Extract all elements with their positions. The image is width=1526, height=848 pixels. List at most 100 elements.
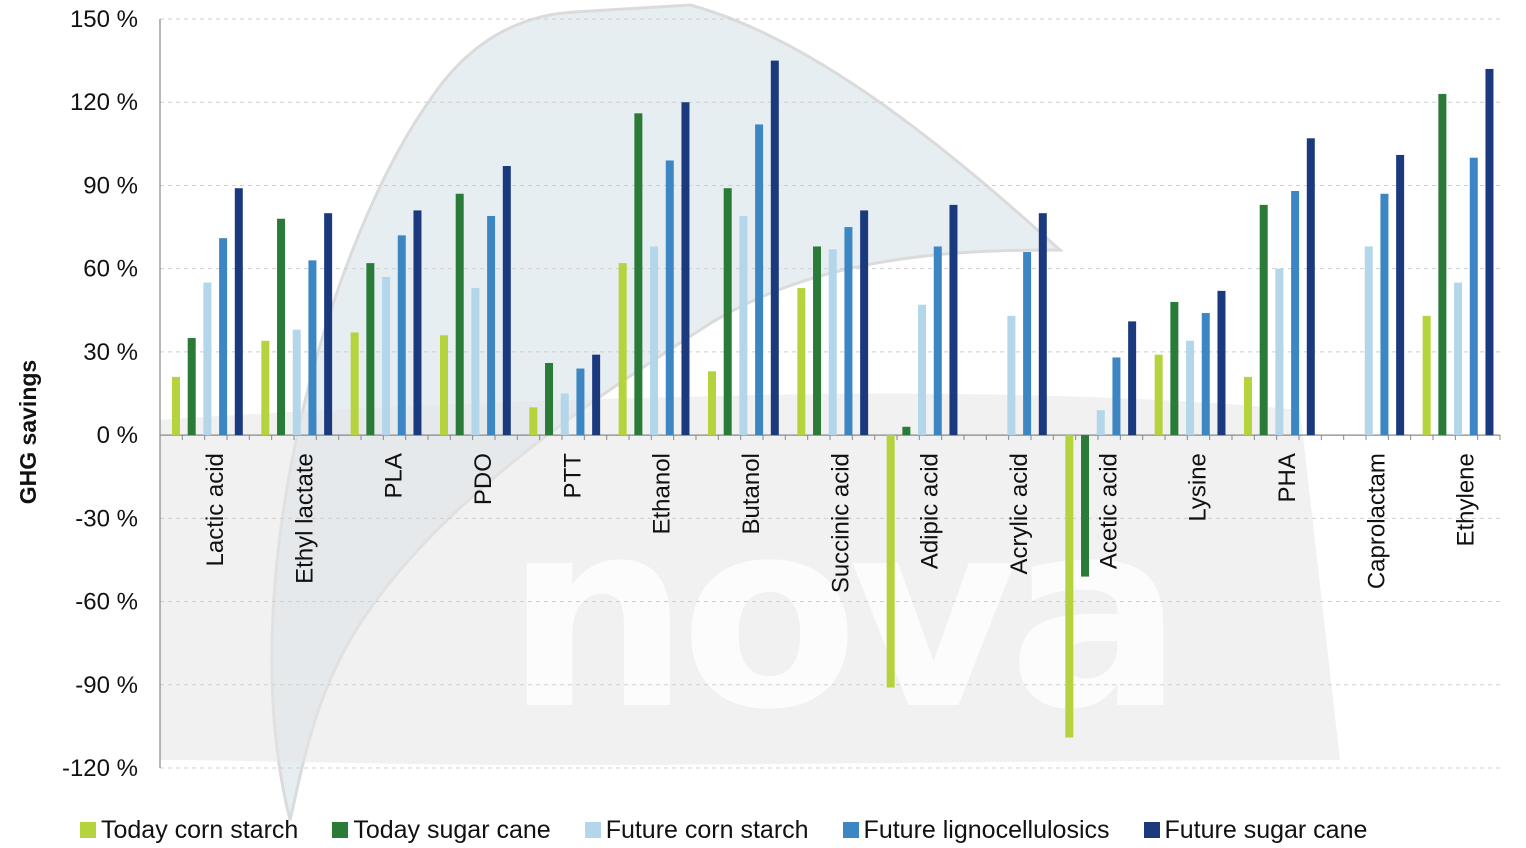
bar [592,354,601,436]
category-label: Acrylic acid [1006,453,1033,574]
y-tick-label: -90 % [75,672,138,699]
bar [1154,354,1163,436]
category-label: Ethyl lactate [291,453,318,584]
bar [618,263,627,436]
legend-item: Future lignocellulosics [842,815,1110,845]
y-axis-title: GHG savings [15,360,41,504]
bar [902,426,911,436]
category-label: Acetic acid [1095,453,1122,569]
bar [739,215,748,436]
bar [1244,376,1252,436]
category-label: PLA [381,453,408,498]
bar [650,246,659,436]
bar [471,288,480,436]
bar [828,249,837,436]
bar [560,393,569,436]
category-label: Lactic acid [202,453,229,566]
bar [708,371,716,436]
y-tick-label: 60 % [83,256,138,283]
bar [529,407,538,436]
legend: Today corn starch Today sugar cane Future … [80,812,1526,848]
watermark: nova [160,3,1340,821]
legend-label: Today corn starch [101,815,299,844]
bar [440,335,448,436]
legend-swatch [332,822,349,838]
bar [1128,321,1137,436]
bar [1112,357,1121,436]
legend-label: Future sugar cane [1164,815,1368,844]
bar [886,435,895,688]
category-label: Lysine [1185,453,1212,521]
bar [933,246,942,436]
bar [1217,290,1226,436]
bar [813,246,822,436]
bar [860,210,869,436]
category-label: Ethanol [649,453,676,534]
category-label: PDO [470,453,497,505]
legend-item: Future corn starch [584,815,809,845]
bar [1170,301,1179,436]
bar [1380,193,1389,436]
bar [797,288,806,436]
bar [844,227,853,436]
y-tick-label: -60 % [75,589,138,616]
y-tick-label: 120 % [70,89,138,116]
legend-swatch [842,822,859,838]
y-tick-label: 30 % [83,339,138,366]
bar [324,213,333,436]
bar [1469,157,1478,436]
legend-label: Future corn starch [605,815,809,844]
bar [1396,154,1405,436]
bar [1186,340,1195,436]
legend-swatch [1143,822,1160,838]
category-label: Caprolactam [1363,453,1390,589]
bar [350,332,359,436]
category-labels: Lactic acid Ethyl lactate PLA PDO PTT Ethanol… [202,453,1480,593]
bar [172,376,180,436]
bar [292,329,301,436]
bar [1454,282,1463,436]
legend-label: Today sugar cane [353,815,551,844]
y-tick-label: 0 % [97,422,138,449]
bar [755,124,764,436]
bar [455,193,464,436]
bar [1259,204,1268,436]
category-label: Succinic acid [827,453,854,593]
bar [949,204,958,436]
bars [172,60,1494,738]
bar [502,166,511,436]
y-tick-label: 90 % [83,172,138,199]
bar [1364,246,1373,436]
bar [1038,213,1047,436]
bar [219,238,228,436]
bar [1291,190,1300,436]
category-label: Adipic acid [917,453,944,569]
bar [576,368,585,436]
bar [1065,435,1074,738]
bar [918,304,927,436]
bar [203,282,212,436]
bar [487,215,496,436]
bar [308,260,317,436]
bar [187,338,196,436]
y-tick-label: -30 % [75,505,138,532]
y-tick-label: -120 % [62,755,138,782]
legend-swatch [584,822,601,838]
bar [413,210,422,436]
bar [234,188,243,436]
bar [1422,315,1431,436]
bar [634,113,643,436]
bar [1096,410,1105,436]
bar [723,188,732,436]
bar [277,218,286,436]
bar [1201,313,1210,436]
legend-label: Future lignocellulosics [863,815,1110,844]
bar [1007,315,1016,436]
category-label: Ethylene [1453,453,1480,546]
category-label: PTT [559,453,586,499]
bar [397,235,406,436]
category-label: Butanol [738,453,765,534]
bar [1081,435,1090,577]
legend-item: Future sugar cane [1143,815,1368,845]
